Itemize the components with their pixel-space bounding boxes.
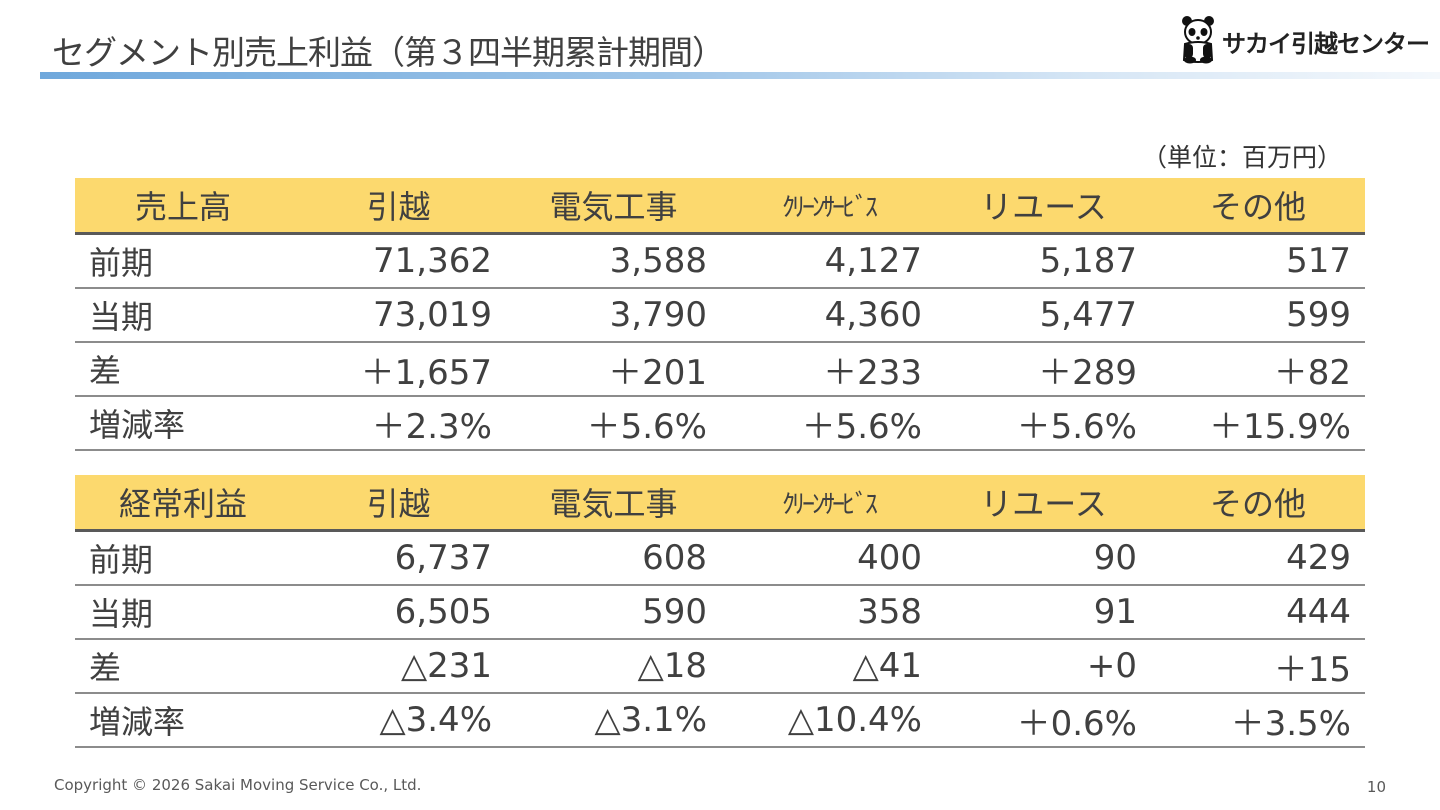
column-header: ｸﾘｰﾝｻｰﾋﾞｽ: [721, 475, 936, 532]
table-cell: ＋82: [1151, 342, 1365, 397]
column-header: その他: [1151, 178, 1365, 235]
table-cell: ＋15.9%: [1151, 396, 1365, 451]
table-cell: 3,588: [506, 233, 721, 289]
panda-mascot-icon: [1180, 14, 1216, 68]
table-cell: △18: [506, 639, 721, 694]
table-cell: △10.4%: [721, 693, 936, 748]
column-header: 経常利益: [75, 475, 291, 532]
table-cell: ＋289: [936, 342, 1151, 397]
table-row: 前期 6,737 608 400 90 429: [75, 530, 1365, 586]
table-cell: 6,505: [291, 585, 506, 640]
table-cell: 4,360: [721, 288, 936, 343]
table-cell: ＋201: [506, 342, 721, 397]
column-header: 引越: [291, 178, 506, 235]
column-header: リユース: [936, 178, 1151, 235]
column-header: ｸﾘｰﾝｻｰﾋﾞｽ: [721, 178, 936, 235]
table-cell: 400: [721, 530, 936, 586]
title-underline-bar: [40, 72, 1440, 79]
column-header: 電気工事: [506, 475, 721, 532]
row-label: 増減率: [75, 693, 291, 748]
table-cell: 71,362: [291, 233, 506, 289]
table-cell: ＋3.5%: [1151, 693, 1365, 748]
row-label: 差: [75, 342, 291, 397]
table-cell: ＋5.6%: [721, 396, 936, 451]
copyright-footer: Copyright © 2026 Sakai Moving Service Co…: [54, 776, 422, 794]
table-cell: 5,477: [936, 288, 1151, 343]
ordinary-profit-table: 経常利益 引越 電気工事 ｸﾘｰﾝｻｰﾋﾞｽ リユース その他 前期 6,737…: [75, 475, 1365, 748]
table-cell: ＋2.3%: [291, 396, 506, 451]
table-cell: 90: [936, 530, 1151, 586]
table-cell: △41: [721, 639, 936, 694]
column-header: 電気工事: [506, 178, 721, 235]
logo-text: サカイ引越センター: [1222, 29, 1430, 58]
table-cell: 73,019: [291, 288, 506, 343]
table-cell: 6,737: [291, 530, 506, 586]
table-row: 前期 71,362 3,588 4,127 5,187 517: [75, 233, 1365, 289]
table-cell: ＋5.6%: [506, 396, 721, 451]
table-cell: 444: [1151, 585, 1365, 640]
column-header: 売上高: [75, 178, 291, 235]
table-cell: 3,790: [506, 288, 721, 343]
table-cell: 590: [506, 585, 721, 640]
page-title: セグメント別売上利益（第３四半期累計期間）: [52, 33, 725, 72]
table-row: 当期 73,019 3,790 4,360 5,477 599: [75, 288, 1365, 343]
table-cell: △231: [291, 639, 506, 694]
page-number: 10: [1366, 778, 1386, 796]
column-header: 引越: [291, 475, 506, 532]
table-cell: ＋5.6%: [936, 396, 1151, 451]
table-cell: 358: [721, 585, 936, 640]
table-header-row: 経常利益 引越 電気工事 ｸﾘｰﾝｻｰﾋﾞｽ リユース その他: [75, 475, 1365, 532]
table-cell: 599: [1151, 288, 1365, 343]
table-cell: △3.1%: [506, 693, 721, 748]
table-cell: △3.4%: [291, 693, 506, 748]
table-cell: 4,127: [721, 233, 936, 289]
table-row: 差 △231 △18 △41 +0 ＋15: [75, 639, 1365, 694]
company-logo: サカイ引越センター: [1180, 14, 1430, 68]
table-cell: 517: [1151, 233, 1365, 289]
table-cell: 608: [506, 530, 721, 586]
table-row: 当期 6,505 590 358 91 444: [75, 585, 1365, 640]
table-cell: 5,187: [936, 233, 1151, 289]
table-cell: 429: [1151, 530, 1365, 586]
table-header-row: 売上高 引越 電気工事 ｸﾘｰﾝｻｰﾋﾞｽ リユース その他: [75, 178, 1365, 235]
row-label: 当期: [75, 288, 291, 343]
row-label: 前期: [75, 233, 291, 289]
column-header: リユース: [936, 475, 1151, 532]
sales-table: 売上高 引越 電気工事 ｸﾘｰﾝｻｰﾋﾞｽ リユース その他 前期 71,362…: [75, 178, 1365, 451]
table-cell: ＋233: [721, 342, 936, 397]
table-cell: ＋15: [1151, 639, 1365, 694]
table-cell: ＋1,657: [291, 342, 506, 397]
row-label: 当期: [75, 585, 291, 640]
table-cell: +0: [936, 639, 1151, 694]
table-row: 差 ＋1,657 ＋201 ＋233 ＋289 ＋82: [75, 342, 1365, 397]
table-cell: ＋0.6%: [936, 693, 1151, 748]
row-label: 増減率: [75, 396, 291, 451]
unit-label: （単位：百万円）: [1141, 143, 1342, 172]
row-label: 差: [75, 639, 291, 694]
table-row: 増減率 △3.4% △3.1% △10.4% ＋0.6% ＋3.5%: [75, 693, 1365, 748]
row-label: 前期: [75, 530, 291, 586]
table-cell: 91: [936, 585, 1151, 640]
table-row: 増減率 ＋2.3% ＋5.6% ＋5.6% ＋5.6% ＋15.9%: [75, 396, 1365, 451]
column-header: その他: [1151, 475, 1365, 532]
